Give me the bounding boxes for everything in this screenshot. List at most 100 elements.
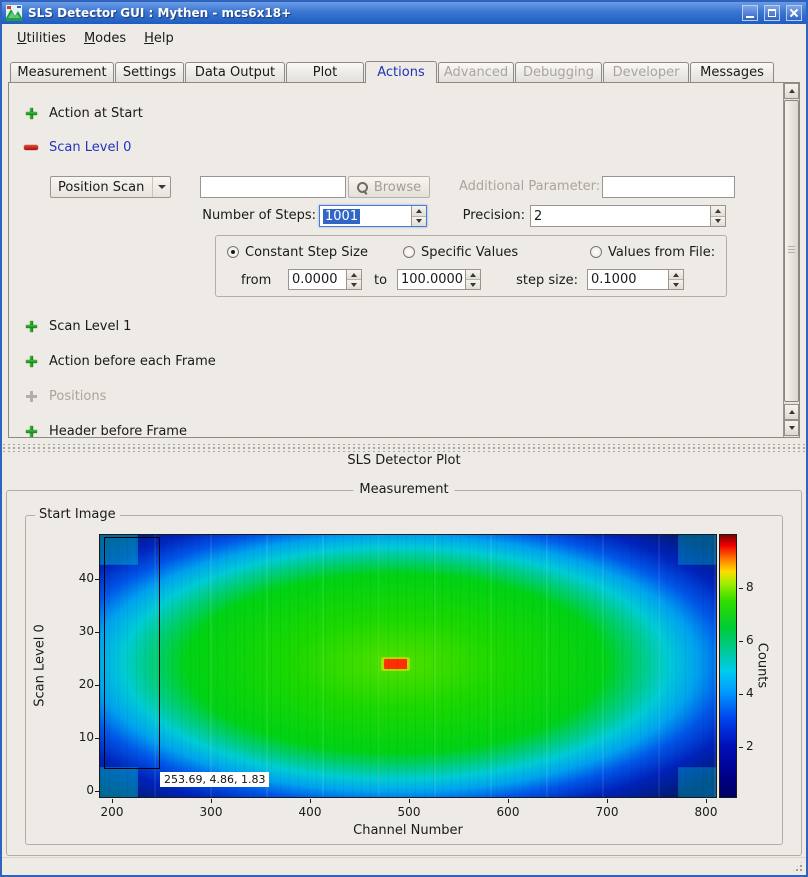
radio-file-label: Values from File: <box>608 245 715 260</box>
browse-button: Browse <box>348 176 430 198</box>
tab-developer: Developer <box>603 62 689 82</box>
x-axis-title: Channel Number <box>99 823 717 838</box>
menu-modes[interactable]: Modes <box>75 27 135 50</box>
scan-mode-combobox[interactable]: Position Scan <box>50 176 171 198</box>
additional-parameter-input[interactable] <box>602 176 735 198</box>
combo-dropdown-button[interactable] <box>153 185 170 189</box>
tab-plot[interactable]: Plot <box>286 62 364 82</box>
positions-row: Positions <box>25 388 106 404</box>
action-before-each-frame-label: Action before each Frame <box>49 354 216 369</box>
x-tick <box>310 799 311 803</box>
resize-grip[interactable] <box>791 860 804 873</box>
start-image-group-title: Start Image <box>35 507 120 522</box>
expand-plus-icon[interactable] <box>25 355 38 368</box>
x-tick-label: 700 <box>587 805 627 819</box>
tab-measurement[interactable]: Measurement <box>10 62 114 82</box>
header-before-frame-row[interactable]: Header before Frame <box>25 423 187 438</box>
colorbar-axis-title: Counts <box>755 534 770 798</box>
spin-up-button[interactable] <box>669 270 683 279</box>
scroll-up-button-bottom[interactable] <box>784 404 799 420</box>
radio-constant-step-size[interactable]: Constant Step Size <box>227 244 368 260</box>
from-value: 0.0000 <box>289 270 346 289</box>
scan-script-input[interactable] <box>200 176 346 198</box>
y-axis-title: Scan Level 0 <box>33 534 48 798</box>
splitter-handle[interactable] <box>2 444 806 452</box>
vertical-scrollbar[interactable] <box>783 83 799 437</box>
radio-button-icon[interactable] <box>227 246 239 258</box>
collapse-minus-icon[interactable] <box>24 141 38 154</box>
scan-level-0-row[interactable]: Scan Level 0 <box>24 139 131 155</box>
app-icon <box>6 5 22 21</box>
step-size-spinbox[interactable]: 0.1000 <box>587 269 684 290</box>
spin-down-button[interactable] <box>669 279 683 289</box>
expand-plus-icon[interactable] <box>25 425 38 438</box>
x-tick <box>409 799 410 803</box>
action-at-start-row[interactable]: Action at Start <box>25 105 143 121</box>
application-window: SLS Detector GUI : Mythen - mcs6x18+ Uti… <box>0 0 808 877</box>
y-tick-label: 0 <box>62 783 94 797</box>
window-title: SLS Detector GUI : Mythen - mcs6x18+ <box>26 6 736 20</box>
x-tick <box>607 799 608 803</box>
scrollbar-thumb[interactable] <box>784 100 799 402</box>
radio-values-from-file[interactable]: Values from File: <box>590 244 715 260</box>
start-image-groupbox: Start Image Scan Level 0 40 30 20 10 0 <box>25 515 783 845</box>
arrow-up-icon <box>673 273 679 277</box>
scroll-down-button[interactable] <box>784 420 799 436</box>
browse-icon <box>357 182 368 193</box>
radio-button-icon[interactable] <box>590 246 602 258</box>
expand-plus-icon[interactable] <box>25 320 38 333</box>
tab-settings[interactable]: Settings <box>115 62 184 82</box>
maximize-button[interactable] <box>764 5 780 21</box>
tab-data-output[interactable]: Data Output <box>185 62 285 82</box>
step-size-label: step size: <box>516 273 578 288</box>
heatmap-canvas[interactable]: 253.69, 4.86, 1.83 <box>99 534 717 798</box>
radio-button-icon[interactable] <box>403 246 415 258</box>
colorbar-tick-label: 2 <box>746 739 754 753</box>
y-tick-label: 20 <box>62 677 94 691</box>
header-before-frame-label: Header before Frame <box>49 424 187 439</box>
colorbar-tick <box>739 747 743 748</box>
additional-parameter-label: Additional Parameter: <box>459 179 599 194</box>
number-of-steps-spinbox[interactable]: 1001 <box>319 205 427 227</box>
spin-up-button[interactable] <box>347 270 361 279</box>
tab-actions[interactable]: Actions <box>365 61 437 83</box>
maximize-icon <box>768 9 776 17</box>
spin-down-button[interactable] <box>347 279 361 289</box>
x-tick-label: 800 <box>686 805 726 819</box>
menu-help[interactable]: Help <box>135 27 183 50</box>
x-tick-label: 300 <box>191 805 231 819</box>
action-before-each-frame-row[interactable]: Action before each Frame <box>25 353 216 369</box>
arrow-up-icon <box>789 89 795 93</box>
plot-dock-title: SLS Detector Plot <box>2 452 806 470</box>
expand-plus-icon[interactable] <box>25 107 38 120</box>
arrow-down-icon <box>715 219 721 223</box>
scan-level-1-row[interactable]: Scan Level 1 <box>25 318 131 334</box>
to-spinbox[interactable]: 100.0000 <box>397 269 481 290</box>
x-tick-label: 500 <box>389 805 429 819</box>
minimize-button[interactable] <box>742 5 758 21</box>
titlebar[interactable]: SLS Detector GUI : Mythen - mcs6x18+ <box>2 2 806 24</box>
spin-down-button[interactable] <box>711 216 725 227</box>
heatmap-image <box>100 535 716 797</box>
colorbar-tick <box>739 694 743 695</box>
tabbar: Measurement Settings Data Output Plot Ac… <box>8 60 800 82</box>
menu-utilities[interactable]: Utilities <box>8 27 75 50</box>
close-button[interactable] <box>786 5 802 21</box>
scroll-up-button[interactable] <box>784 83 799 99</box>
x-tick <box>112 799 113 803</box>
y-tick-label: 30 <box>62 624 94 638</box>
spin-up-button[interactable] <box>711 206 725 216</box>
tab-messages[interactable]: Messages <box>690 62 774 82</box>
from-spinbox[interactable]: 0.0000 <box>288 269 362 290</box>
radio-constant-label: Constant Step Size <box>245 245 368 260</box>
from-label: from <box>241 273 271 288</box>
radio-specific-values[interactable]: Specific Values <box>403 244 518 260</box>
spin-down-button[interactable] <box>466 279 480 289</box>
precision-value: 2 <box>531 206 710 226</box>
precision-spinbox[interactable]: 2 <box>530 205 726 227</box>
menubar: Utilities Modes Help <box>2 24 806 52</box>
minimize-icon <box>746 16 754 18</box>
arrow-up-icon <box>470 273 476 277</box>
spin-up-button[interactable] <box>466 270 480 279</box>
arrow-up-icon <box>789 410 795 414</box>
